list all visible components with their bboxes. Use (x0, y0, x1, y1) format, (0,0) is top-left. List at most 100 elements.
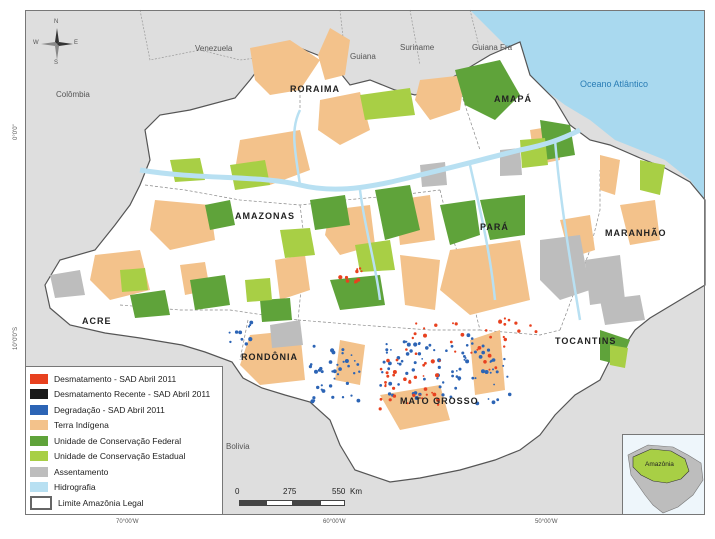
inset-label: Amazônia (645, 461, 674, 468)
deforestation-point (390, 349, 392, 351)
deforestation-point (458, 367, 462, 371)
deforestation-point (386, 358, 390, 363)
deforestation-point (328, 384, 333, 388)
deforestation-point (397, 362, 399, 365)
ocean-area (470, 10, 705, 200)
deforestation-point (344, 275, 349, 280)
legend-swatch (30, 435, 48, 446)
deforestation-point (388, 398, 392, 402)
deforestation-point (430, 359, 435, 364)
deforestation-point (312, 344, 316, 348)
country-borders (139, 9, 481, 66)
compass-north: N (54, 19, 59, 25)
deforestation-point (423, 387, 428, 391)
deforestation-point (491, 358, 496, 362)
deforestation-point (398, 362, 402, 366)
deforestation-point (408, 380, 412, 384)
uc-federal-areas (130, 60, 630, 365)
deforestation-point (463, 355, 466, 358)
deforestation-point (249, 323, 252, 327)
deforestation-point (442, 381, 445, 384)
state-tocantins: TOCANTINS (555, 336, 617, 346)
state-roraima: RORAIMA (290, 84, 340, 94)
deforestation-point (409, 349, 413, 353)
deforestation-point (413, 375, 418, 379)
deforestation-point (312, 396, 316, 400)
coord-lon-70: 70°00'W (116, 519, 139, 525)
deforestation-point (502, 335, 505, 339)
deforestation-point (422, 363, 426, 367)
country-suriname: Suriname (400, 43, 435, 52)
legend-swatch (30, 482, 48, 493)
deforestation-point (356, 363, 360, 366)
deforestation-point (484, 329, 488, 332)
deforestation-point (507, 318, 511, 322)
deforestation-point (451, 374, 454, 378)
deforestation-point (385, 343, 388, 346)
deforestation-point (417, 352, 422, 356)
country-bolivia: Bolivia (226, 442, 250, 451)
legend-label: Terra Indígena (54, 420, 109, 431)
legend-swatch (30, 373, 48, 384)
scale-label-275: 275 (283, 487, 297, 496)
deforestation-point (382, 360, 386, 364)
deforestation-point (240, 337, 244, 341)
deforestation-point (471, 376, 475, 380)
deforestation-point (481, 369, 485, 374)
deforestation-point (388, 361, 392, 366)
deforestation-point (498, 319, 503, 324)
deforestation-point (381, 371, 384, 374)
deforestation-point (534, 330, 538, 334)
compass-east: E (74, 40, 79, 46)
deforestation-point (353, 372, 356, 375)
deforestation-point (249, 320, 254, 325)
deforestation-point (454, 322, 458, 326)
deforestation-point (477, 346, 482, 350)
deforestation-point (350, 354, 353, 356)
legend-item: Terra Indígena (30, 418, 218, 434)
scale-label-550: 550 (332, 487, 346, 496)
deforestation-point (415, 322, 418, 325)
deforestation-point (316, 385, 320, 390)
deforestation-point (466, 333, 471, 338)
deforestation-point (464, 357, 467, 359)
deforestation-point (455, 370, 458, 372)
deforestation-point (341, 352, 344, 355)
rio-negro (292, 109, 302, 186)
deforestation-point (336, 363, 339, 366)
deforestation-point (495, 370, 499, 374)
deforestation-point (432, 392, 437, 397)
deforestation-point (400, 359, 404, 363)
compass-south: S (54, 60, 59, 66)
deforestation-point (474, 377, 477, 380)
deforestation-point (358, 370, 361, 373)
deforestation-point (476, 348, 479, 351)
legend-swatch (30, 466, 48, 477)
deforestation-point (433, 349, 436, 352)
deforestation-point (397, 383, 400, 386)
state-mato-grosso: MATO GROSSO (400, 396, 479, 406)
deforestation-point (248, 337, 253, 342)
deforestation-point (412, 393, 416, 397)
deforestation-point (463, 358, 466, 361)
deforestation-point (331, 370, 334, 373)
deforestation-point (321, 389, 326, 393)
deforestation-point (481, 344, 485, 348)
state-acre: ACRE (82, 316, 112, 326)
deforestation-point (319, 366, 323, 371)
deforestation-point (378, 407, 382, 411)
deforestation-point (421, 397, 424, 400)
deforestation-point (438, 385, 442, 389)
scale-segment-1 (239, 500, 266, 506)
deforestation-point (238, 330, 243, 335)
legend-label: Degradação - SAD Abril 2011 (54, 404, 165, 415)
deforestation-point (494, 366, 498, 370)
deforestation-point (411, 368, 415, 372)
deforestation-point (484, 370, 489, 374)
state-rondonia: RONDÔNIA (241, 352, 298, 362)
deforestation-point (503, 337, 507, 342)
deforestation-point (388, 381, 393, 386)
deforestation-point (417, 342, 421, 346)
rio-madeira (358, 189, 382, 301)
country-guiana-fra: Guiana Fra (472, 43, 513, 52)
